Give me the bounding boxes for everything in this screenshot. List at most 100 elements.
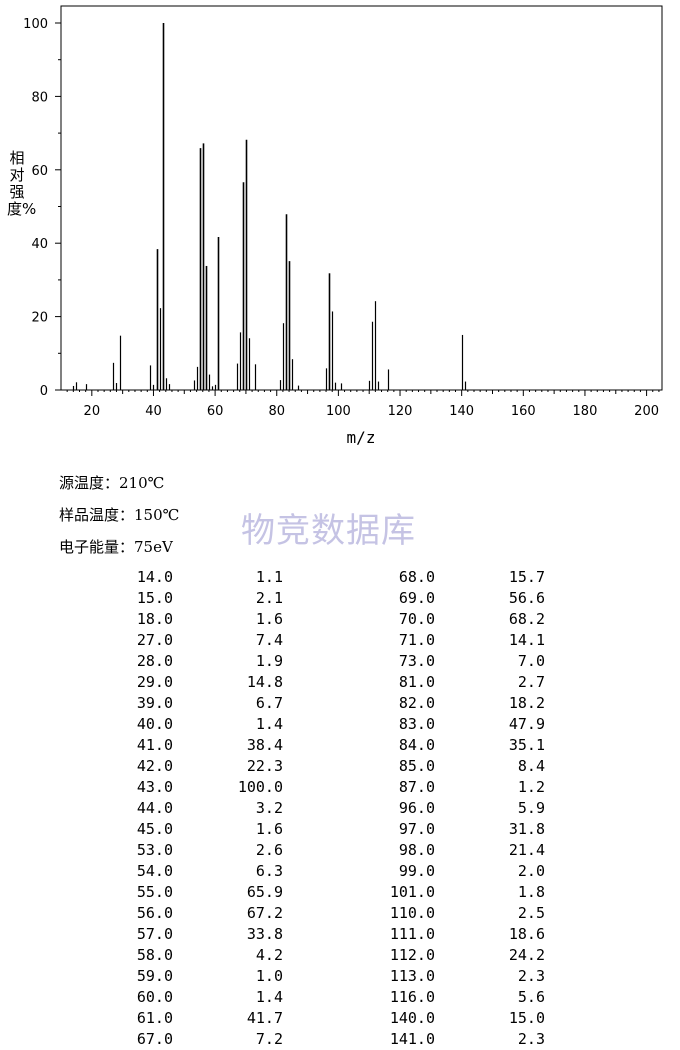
mz-value: 44.0 — [136, 799, 173, 817]
table-row: 101.0 1.8 — [0, 882, 680, 903]
table-row: 56.0 67.2 — [0, 903, 680, 924]
intensity-value: 7.2 — [255, 1030, 283, 1048]
intensity-value: 15.0 — [508, 1009, 545, 1027]
intensity-value: 41.7 — [246, 1009, 283, 1027]
mz-value: 45.0 — [136, 820, 173, 838]
y-tick-label: 20 — [31, 311, 48, 326]
mz-value: 99.0 — [398, 862, 435, 880]
y-tick-label: 100 — [23, 17, 48, 32]
mz-value: 28.0 — [136, 652, 173, 670]
intensity-value: 1.4 — [255, 988, 283, 1006]
intensity-value: 1.4 — [255, 715, 283, 733]
mz-value: 82.0 — [398, 694, 435, 712]
intensity-value: 65.9 — [246, 883, 283, 901]
x-minor-ticks — [66, 390, 660, 394]
table-row: 39.0 6.7 — [0, 693, 680, 714]
mz-value: 27.0 — [136, 631, 173, 649]
table-row: 41.0 38.4 — [0, 735, 680, 756]
mz-value: 69.0 — [398, 589, 435, 607]
intensity-value: 56.6 — [508, 589, 545, 607]
mz-value: 98.0 — [398, 841, 435, 859]
table-row: 110.0 2.5 — [0, 903, 680, 924]
mz-value: 18.0 — [136, 610, 173, 628]
intensity-value: 1.1 — [255, 568, 283, 586]
x-axis-label: m/z — [347, 428, 376, 447]
mz-value: 14.0 — [136, 568, 173, 586]
x-tick-label: 140 — [449, 404, 474, 419]
intensity-value: 2.0 — [517, 862, 545, 880]
intensity-value: 14.1 — [508, 631, 545, 649]
table-row: 96.0 5.9 — [0, 798, 680, 819]
intensity-value: 67.2 — [246, 904, 283, 922]
mz-value: 59.0 — [136, 967, 173, 985]
y-tick-label: 0 — [40, 384, 48, 399]
mz-value: 87.0 — [398, 778, 435, 796]
table-row: 45.0 1.6 — [0, 819, 680, 840]
mz-value: 61.0 — [136, 1009, 173, 1027]
mz-value: 55.0 — [136, 883, 173, 901]
table-row: 69.0 56.6 — [0, 588, 680, 609]
intensity-value: 2.3 — [517, 1030, 545, 1048]
x-tick-label: 60 — [207, 404, 224, 419]
mz-value: 85.0 — [398, 757, 435, 775]
mz-value: 53.0 — [136, 841, 173, 859]
x-tick-label: 120 — [388, 404, 413, 419]
mz-value: 70.0 — [398, 610, 435, 628]
intensity-value: 5.9 — [517, 799, 545, 817]
intensity-value: 18.6 — [508, 925, 545, 943]
table-row: 67.0 7.2 — [0, 1029, 680, 1050]
intensity-value: 6.7 — [255, 694, 283, 712]
table-row: 44.0 3.2 — [0, 798, 680, 819]
mz-value: 39.0 — [136, 694, 173, 712]
mz-value: 58.0 — [136, 946, 173, 964]
table-row: 55.0 65.9 — [0, 882, 680, 903]
table-row: 60.0 1.4 — [0, 987, 680, 1008]
table-row: 140.0 15.0 — [0, 1008, 680, 1029]
intensity-value: 68.2 — [508, 610, 545, 628]
intensity-value: 1.0 — [255, 967, 283, 985]
intensity-value: 1.8 — [517, 883, 545, 901]
table-row: 29.0 14.8 — [0, 672, 680, 693]
intensity-value: 7.0 — [517, 652, 545, 670]
intensity-value: 38.4 — [246, 736, 283, 754]
x-tick-label: 100 — [326, 404, 351, 419]
spectrum-bars — [72, 23, 467, 390]
intensity-value: 24.2 — [508, 946, 545, 964]
watermark-text: 物竞数据库 — [241, 511, 416, 551]
table-row: 53.0 2.6 — [0, 840, 680, 861]
intensity-value: 15.7 — [508, 568, 545, 586]
x-axis: 20 40 60 80 100 120 140 160 180 200 — [84, 390, 659, 419]
table-row: 84.0 35.1 — [0, 735, 680, 756]
table-row: 81.0 2.7 — [0, 672, 680, 693]
table-row: 18.0 1.6 — [0, 609, 680, 630]
intensity-value: 6.3 — [255, 862, 283, 880]
table-row: 113.0 2.3 — [0, 966, 680, 987]
mz-value: 110.0 — [389, 904, 435, 922]
intensity-value: 21.4 — [508, 841, 545, 859]
table-row: 42.0 22.3 — [0, 756, 680, 777]
table-row: 87.0 1.2 — [0, 777, 680, 798]
mz-value: 101.0 — [389, 883, 435, 901]
source-temperature: 源温度：210℃ — [59, 474, 165, 492]
table-row: 82.0 18.2 — [0, 693, 680, 714]
x-tick-label: 40 — [145, 404, 162, 419]
intensity-value: 2.5 — [517, 904, 545, 922]
mz-value: 140.0 — [389, 1009, 435, 1027]
intensity-value: 3.2 — [255, 799, 283, 817]
mz-value: 141.0 — [389, 1030, 435, 1048]
mz-value: 40.0 — [136, 715, 173, 733]
mz-value: 43.0 — [136, 778, 173, 796]
mz-value: 15.0 — [136, 589, 173, 607]
table-row: 15.0 2.1 — [0, 588, 680, 609]
table-row: 43.0 100.0 — [0, 777, 680, 798]
intensity-value: 5.6 — [517, 988, 545, 1006]
y-tick-label: 40 — [31, 237, 48, 252]
mz-value: 112.0 — [389, 946, 435, 964]
intensity-value: 1.2 — [517, 778, 545, 796]
intensity-value: 2.3 — [517, 967, 545, 985]
y-axis: 0 20 40 60 80 100 — [23, 17, 61, 399]
y-tick-label: 60 — [31, 164, 48, 179]
mz-value: 111.0 — [389, 925, 435, 943]
intensity-value: 100.0 — [237, 778, 283, 796]
mz-value: 113.0 — [389, 967, 435, 985]
